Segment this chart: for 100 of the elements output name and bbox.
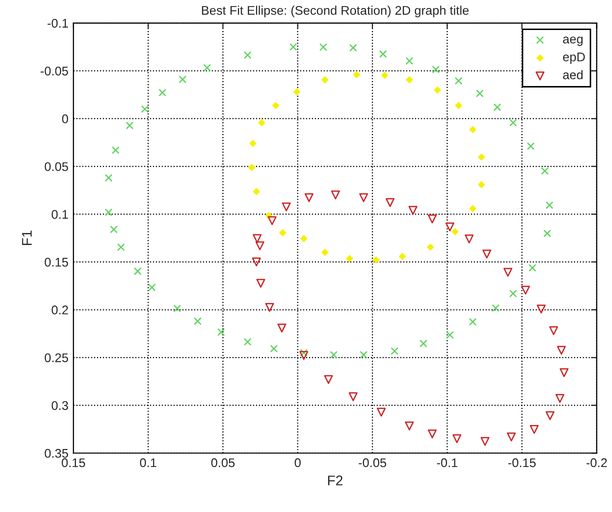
point: [555, 394, 564, 403]
point: [272, 102, 280, 110]
point: [319, 43, 328, 52]
point: [321, 76, 329, 84]
point: [279, 229, 286, 236]
point: [300, 348, 308, 357]
point: [509, 118, 518, 127]
point: [300, 234, 308, 242]
point: [293, 88, 300, 96]
legend-label: aeg: [563, 36, 583, 46]
point: [406, 76, 414, 84]
y-tick-label: 0.35: [44, 448, 68, 458]
chart-title: Best Fit Ellipse: (Second Rotation) 2D graph title: [202, 6, 469, 18]
x-tick-label: -0.15: [508, 458, 536, 468]
point: [432, 66, 440, 74]
point: [249, 140, 257, 148]
x-tick-label: -0.2: [586, 458, 607, 468]
point: [178, 76, 186, 84]
point: [454, 76, 462, 85]
point: [299, 351, 308, 360]
point: [556, 346, 566, 355]
point: [348, 392, 358, 402]
point: [426, 243, 434, 251]
y-tick-label: 0.25: [44, 353, 68, 362]
point: [258, 119, 266, 126]
y-tick-label: 0.2: [52, 306, 68, 314]
point: [194, 317, 202, 326]
point: [464, 234, 474, 244]
y-tick-label: -0.05: [40, 66, 68, 76]
point: [158, 88, 166, 96]
point: [248, 164, 256, 172]
point: [482, 250, 492, 258]
x-tick-label: -0.05: [358, 458, 386, 468]
y-tick-label: -0.1: [48, 18, 68, 28]
point: [360, 350, 368, 359]
point: [352, 70, 360, 78]
point: [420, 340, 428, 348]
point: [503, 268, 512, 277]
point: [376, 408, 386, 417]
point: [451, 228, 459, 236]
y-axis-title: F1: [22, 230, 32, 246]
point: [543, 230, 552, 238]
point: [346, 254, 354, 262]
x-tick-label: 0.1: [140, 458, 156, 468]
point: [480, 437, 490, 446]
point: [126, 122, 134, 130]
point: [469, 204, 476, 212]
point: [173, 304, 182, 312]
point: [117, 243, 125, 252]
x-tick-label: 0.15: [62, 458, 86, 468]
point: [454, 102, 462, 110]
point: [428, 429, 437, 438]
point: [428, 214, 437, 224]
y-tick-label: 0.3: [52, 401, 68, 410]
legend-label: epD: [563, 52, 585, 64]
point: [104, 208, 112, 216]
point: [528, 264, 536, 272]
point: [372, 256, 380, 264]
point: [469, 126, 476, 134]
point: [270, 344, 278, 352]
x-axis-title: F2: [328, 476, 342, 486]
point: [282, 202, 291, 212]
point: [386, 198, 395, 207]
point: [321, 248, 329, 256]
x-tick-label: 0.05: [211, 458, 235, 468]
legend-label: aed: [563, 70, 583, 80]
point: [506, 432, 516, 442]
point: [265, 302, 274, 312]
point: [476, 90, 484, 98]
point: [546, 201, 554, 210]
point: [390, 347, 398, 355]
point: [244, 51, 252, 59]
point: [478, 180, 486, 188]
point: [304, 193, 314, 202]
point: [446, 331, 454, 339]
point: [252, 234, 262, 243]
point: [530, 424, 539, 434]
point: [379, 50, 387, 58]
point: [104, 174, 112, 182]
point: [509, 290, 518, 298]
point: [359, 193, 368, 202]
point: [330, 350, 338, 359]
point: [398, 252, 406, 260]
x-tick-label: -0.1: [436, 458, 458, 468]
point: [546, 411, 554, 420]
y-tick-label: 0.1: [52, 210, 68, 219]
point: [468, 318, 477, 326]
point: [289, 43, 298, 51]
y-tick-label: 0.15: [44, 258, 68, 267]
point: [252, 188, 260, 196]
point: [244, 338, 252, 346]
point: [331, 190, 340, 200]
point: [445, 222, 454, 232]
point: [493, 103, 502, 112]
point: [492, 304, 500, 312]
point: [268, 216, 277, 226]
point: [110, 226, 118, 234]
point: [452, 434, 462, 444]
y-tick-label: 0.05: [44, 162, 68, 172]
x-tick-label: 0: [294, 458, 301, 468]
